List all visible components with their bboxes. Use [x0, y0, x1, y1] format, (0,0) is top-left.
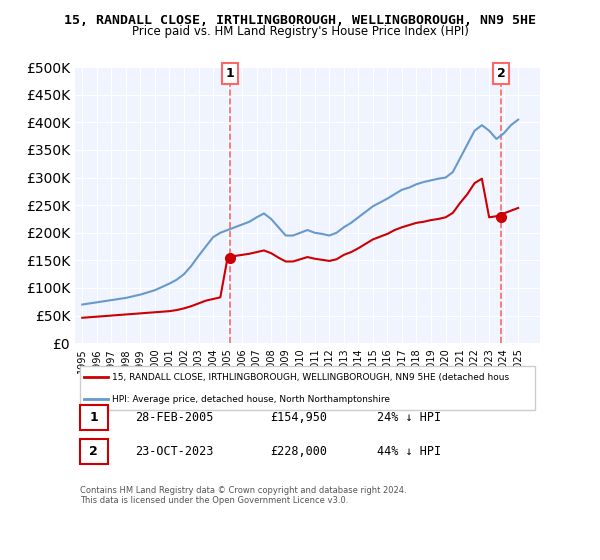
Text: £228,000: £228,000 [270, 445, 328, 458]
Text: 28-FEB-2005: 28-FEB-2005 [136, 411, 214, 424]
Text: 2: 2 [497, 67, 505, 80]
Text: 23-OCT-2023: 23-OCT-2023 [136, 445, 214, 458]
Text: 1: 1 [226, 67, 235, 80]
Text: 15, RANDALL CLOSE, IRTHLINGBOROUGH, WELLINGBOROUGH, NN9 5HE: 15, RANDALL CLOSE, IRTHLINGBOROUGH, WELL… [64, 14, 536, 27]
Text: 44% ↓ HPI: 44% ↓ HPI [377, 445, 442, 458]
Text: Price paid vs. HM Land Registry's House Price Index (HPI): Price paid vs. HM Land Registry's House … [131, 25, 469, 38]
FancyBboxPatch shape [80, 366, 535, 410]
Text: HPI: Average price, detached house, North Northamptonshire: HPI: Average price, detached house, Nort… [112, 395, 390, 404]
Text: Contains HM Land Registry data © Crown copyright and database right 2024.
This d: Contains HM Land Registry data © Crown c… [80, 486, 406, 505]
Text: 24% ↓ HPI: 24% ↓ HPI [377, 411, 442, 424]
Text: 15, RANDALL CLOSE, IRTHLINGBOROUGH, WELLINGBOROUGH, NN9 5HE (detached hous: 15, RANDALL CLOSE, IRTHLINGBOROUGH, WELL… [112, 373, 509, 382]
FancyBboxPatch shape [80, 440, 107, 464]
Text: 2: 2 [89, 445, 98, 458]
Text: 1: 1 [89, 411, 98, 424]
Text: £154,950: £154,950 [270, 411, 328, 424]
FancyBboxPatch shape [80, 405, 107, 430]
